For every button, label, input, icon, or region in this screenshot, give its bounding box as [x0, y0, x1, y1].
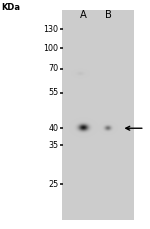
Text: 100: 100: [44, 44, 59, 53]
Text: 55: 55: [48, 88, 59, 97]
Bar: [62, 10, 134, 220]
Text: 70: 70: [48, 64, 59, 73]
Text: KDa: KDa: [1, 3, 20, 12]
Text: 25: 25: [48, 180, 59, 189]
Text: 35: 35: [48, 141, 59, 150]
Text: B: B: [105, 10, 111, 20]
Text: A: A: [80, 10, 87, 20]
Text: 130: 130: [44, 25, 59, 34]
Text: 40: 40: [48, 124, 58, 133]
